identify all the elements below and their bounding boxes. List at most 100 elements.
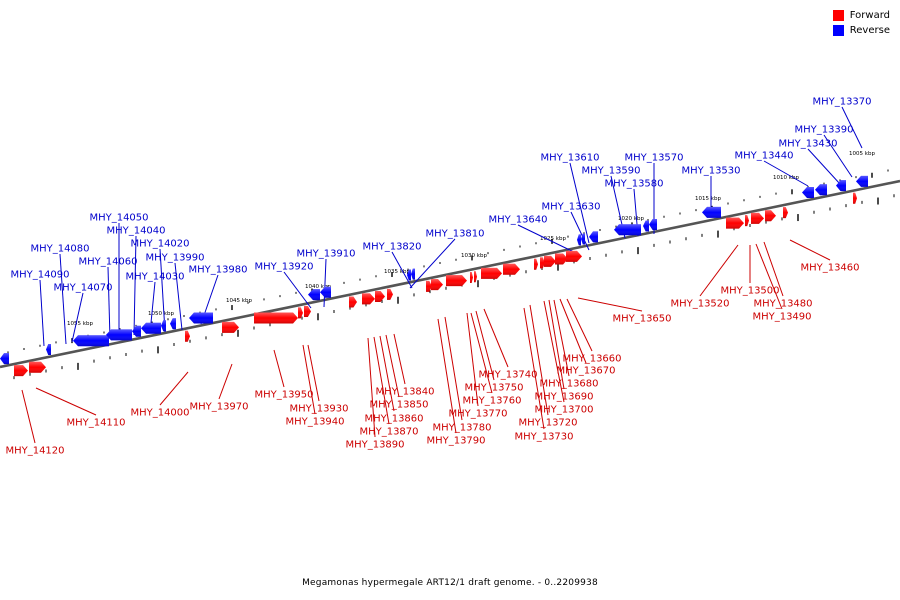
gene-label: MHY_13770 xyxy=(448,409,507,420)
gene-label: MHY_14070 xyxy=(53,283,112,294)
gene-label: MHY_13860 xyxy=(364,414,423,425)
leader-line xyxy=(444,316,463,421)
gene-label: MHY_13930 xyxy=(289,404,348,415)
gene-label: MHY_13520 xyxy=(670,299,729,310)
gene-arrow xyxy=(726,217,744,229)
leader-line xyxy=(39,279,45,347)
leader-line xyxy=(807,148,841,185)
gene-arrow xyxy=(751,212,764,224)
leader-line xyxy=(391,251,413,289)
gene-label: MHY_13890 xyxy=(345,440,404,451)
gene-label: MHY_13660 xyxy=(562,354,621,365)
gene-label: MHY_14040 xyxy=(106,226,165,237)
gene-label: MHY_14000 xyxy=(130,408,189,419)
genome-backbone xyxy=(0,179,900,369)
leader-line xyxy=(517,224,579,255)
gene-label: MHY_13490 xyxy=(752,312,811,323)
gene-arrow xyxy=(375,290,385,302)
gene-arrow xyxy=(14,365,28,377)
gene-label: MHY_13570 xyxy=(624,153,683,164)
gene-arrow xyxy=(254,312,298,324)
gene-label: MHY_13820 xyxy=(362,242,421,253)
gene-label: MHY_13500 xyxy=(720,286,779,297)
gene-arrow xyxy=(702,206,721,218)
leader-line xyxy=(35,387,97,416)
kbp-scale: 1005 kbp 1010 kbp 1015 kbp 1020 kbp 1025 kbp… xyxy=(67,151,875,327)
reverse-swatch xyxy=(832,25,844,36)
leader-line xyxy=(159,371,189,406)
legend-reverse: Reverse xyxy=(832,23,890,38)
gene-label: MHY_13920 xyxy=(254,262,313,273)
leader-line xyxy=(323,258,327,308)
gene-label: MHY_13580 xyxy=(604,179,663,190)
leader-line xyxy=(699,244,739,297)
gene-label: MHY_13590 xyxy=(581,166,640,177)
gene-label: MHY_13740 xyxy=(478,370,537,381)
leader-line xyxy=(548,299,565,390)
tick-track-top xyxy=(7,169,889,354)
gene-label: MHY_13840 xyxy=(375,387,434,398)
leader-line xyxy=(393,333,406,385)
gene-arrow xyxy=(856,175,868,187)
gene-label: MHY_13440 xyxy=(734,151,793,162)
gene-label: MHY_14080 xyxy=(30,244,89,255)
gene-arrow xyxy=(566,250,582,262)
gene-label: MHY_13760 xyxy=(462,396,521,407)
leader-line xyxy=(823,134,853,178)
gene-arrow xyxy=(387,288,393,300)
gene-label: MHY_13650 xyxy=(612,314,671,325)
gene-arrow xyxy=(581,233,585,245)
gene-label: MHY_13730 xyxy=(514,432,573,443)
gene-arrow xyxy=(431,279,443,291)
kbp-tick-label: 1010 kbp xyxy=(773,175,799,181)
leader-line xyxy=(841,106,863,149)
gene-arrow xyxy=(29,361,46,373)
gene-label: MHY_13940 xyxy=(285,417,344,428)
leader-line xyxy=(71,292,84,343)
gene-arrow xyxy=(170,318,176,330)
gene-arrow xyxy=(362,293,375,305)
leader-line xyxy=(559,298,587,364)
kbp-tick-label: 1020 kbp xyxy=(618,216,644,222)
gene-arrow xyxy=(446,275,467,287)
gene-arrow xyxy=(407,269,411,281)
kbp-tick-label: 1040 kbp xyxy=(305,284,331,290)
gene-label: MHY_13810 xyxy=(425,229,484,240)
gene-arrow xyxy=(222,321,239,333)
leader-line xyxy=(174,262,183,331)
forward-swatch xyxy=(832,10,844,21)
gene-arrow xyxy=(132,325,141,337)
leader-line xyxy=(553,299,570,377)
kbp-tick-label: 1045 kbp xyxy=(226,298,252,304)
gene-label: MHY_13640 xyxy=(488,215,547,226)
gene-arrow xyxy=(470,272,473,284)
gene-arrow xyxy=(503,263,520,275)
legend: Forward Reverse xyxy=(832,8,890,38)
gene-label: MHY_14120 xyxy=(5,446,64,457)
leader-line xyxy=(218,363,233,400)
gene-label: MHY_14020 xyxy=(130,239,189,250)
gene-arrow xyxy=(555,253,568,265)
legend-reverse-label: Reverse xyxy=(849,25,890,36)
leader-line xyxy=(302,344,316,415)
gene-label: MHY_13680 xyxy=(539,379,598,390)
gene-arrow xyxy=(106,329,132,341)
leader-line xyxy=(133,235,137,336)
kbp-tick-label: 1055 kbp xyxy=(67,321,93,327)
gene-arrow xyxy=(304,305,311,317)
gene-label: MHY_13970 xyxy=(189,402,248,413)
legend-forward-label: Forward xyxy=(849,10,890,21)
leader-line xyxy=(283,271,312,309)
gene-arrow xyxy=(802,186,814,198)
gene-label: MHY_13460 xyxy=(800,263,859,274)
gene-label: MHY_13700 xyxy=(534,405,593,416)
leader-line xyxy=(59,253,67,345)
gene-arrow xyxy=(614,224,641,236)
gene-label: MHY_13950 xyxy=(254,390,313,401)
gene-label: MHY_14030 xyxy=(125,272,184,283)
leader-line xyxy=(577,297,643,312)
gene-label: MHY_13750 xyxy=(464,383,523,394)
gene-label: MHY_13990 xyxy=(145,253,204,264)
leader-line xyxy=(569,162,590,244)
